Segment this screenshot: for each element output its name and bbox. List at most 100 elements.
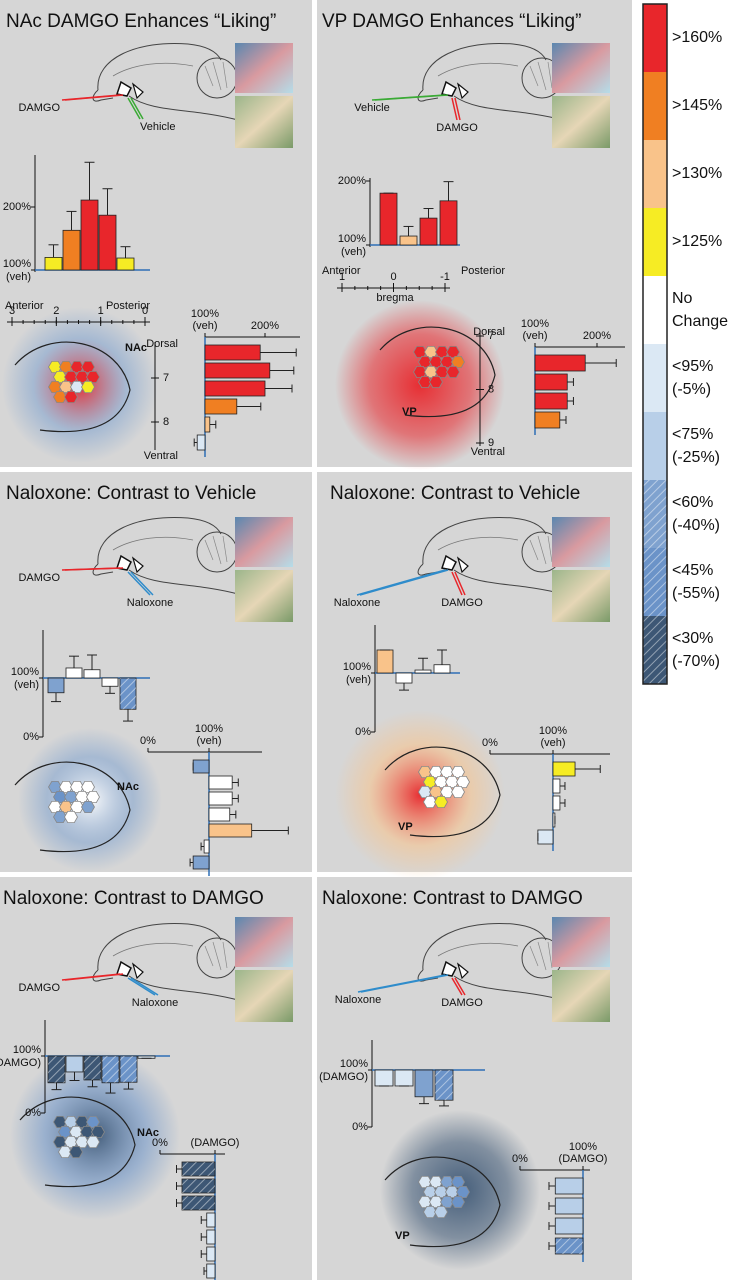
y-tick-sublabel: (veh) [346,674,371,686]
hexagon [58,1146,72,1158]
ap-tick-label: 1 [98,305,104,317]
panel-title: Naloxone: Contrast to Vehicle [6,483,256,504]
legend-label: <45% [672,562,713,579]
cannula [64,567,124,571]
bar [439,200,458,246]
bar [80,199,99,271]
ap-tick-label: 2 [53,305,59,317]
legend-label: <75% [672,426,713,443]
photo-liking [552,917,610,967]
cannula [130,97,144,120]
bar [374,1069,394,1087]
legend-swatch [643,140,667,208]
y-tick-label: 0% [352,1121,368,1133]
y-tick-sublabel: (DAMGO) [0,1057,41,1069]
legend-label: >160% [672,29,722,46]
bar [203,839,210,854]
bar [83,669,101,679]
y-tick-label: 100% [338,233,366,245]
cannula [130,977,159,996]
photo-face [552,970,610,1022]
hexagon [418,375,432,389]
x-tick-label: 100% [191,308,219,320]
cannula [454,977,466,996]
bar-hatch [102,1056,119,1083]
bar-hatch [48,1056,65,1083]
photo-face [552,96,610,148]
hexagon [451,355,465,369]
legend-sublabel: (-55%) [672,585,720,602]
hexagon [451,766,465,778]
bar [204,416,211,433]
dv-bottom-label: Ventral [144,450,178,462]
x-tick-sublabel: (DAMGO) [559,1153,608,1165]
y-tick-sublabel: (DAMGO) [319,1071,368,1083]
cannula [360,974,449,993]
hexagon [451,1196,465,1208]
hexagon [86,1136,100,1148]
injection-label: DAMGO [18,572,60,584]
cannula [127,977,156,996]
hexagon [434,796,448,808]
region-label: NAc [117,781,139,793]
panel-title: NAc DAMGO Enhances “Liking” [6,11,276,32]
injection-label: Vehicle [354,102,389,114]
hexagon [81,781,95,793]
photo-liking [235,517,293,567]
x-tick-label: 100% [521,318,549,330]
bar [399,235,418,246]
bar [62,229,81,271]
cannula [127,97,141,120]
y-tick-label: 100% [13,1044,41,1056]
region-label: VP [395,1230,410,1242]
dv-top-label: Dorsal [146,338,178,350]
bar [192,855,210,870]
dv-top-label: Dorsal [473,326,505,338]
bar [394,1069,414,1087]
bar [208,823,253,838]
bar [554,1217,584,1235]
bar [534,411,561,429]
cannula [454,571,466,596]
y-tick-label: 100% [3,258,31,270]
legend-sublabel: Change [672,313,728,330]
hexagon [451,786,465,798]
bar [376,649,394,674]
bar [47,677,65,694]
legend-swatch [643,4,667,72]
legend-label: >130% [672,165,722,182]
legend-label: <30% [672,630,713,647]
injection-label: Naloxone [132,997,178,1009]
photo-liking [235,917,293,967]
panel: Naloxone: Contrast to DAMGO DAMGO Naloxone… [0,877,312,1280]
hexagon [70,801,84,813]
bar [552,761,576,777]
dv-tick-label: 8 [488,383,494,395]
legend-label: >145% [672,97,722,114]
bar [206,1229,216,1245]
hexagon [81,360,95,374]
injection-label: Naloxone [127,597,173,609]
color-legend: >160% >145% >130% >125% No Change <95% (-5%) <75… [642,3,728,685]
injection-label: Naloxone [335,994,381,1006]
cannula [454,97,461,121]
bar [65,667,83,679]
legend-sublabel: (-25%) [672,449,720,466]
cannula [451,977,463,996]
legend-label: <60% [672,494,713,511]
ap-tick-label: 0 [390,271,396,283]
hexagon [435,365,449,379]
x-tick-label: 100% [539,725,567,737]
bar [537,829,554,845]
y-tick-label: 100% [11,666,39,678]
bar [208,807,231,822]
bar [534,392,568,410]
x-tick-label: (DAMGO) [191,1137,240,1149]
hexagon [86,1116,100,1128]
dv-bottom-label: Ventral [471,446,505,458]
x-tick-sublabel: (veh) [196,735,221,747]
hexagon [456,776,470,788]
panel-title: Naloxone: Contrast to DAMGO [3,888,264,909]
photo-liking [552,517,610,567]
x-tick-label: 0% [482,737,498,749]
